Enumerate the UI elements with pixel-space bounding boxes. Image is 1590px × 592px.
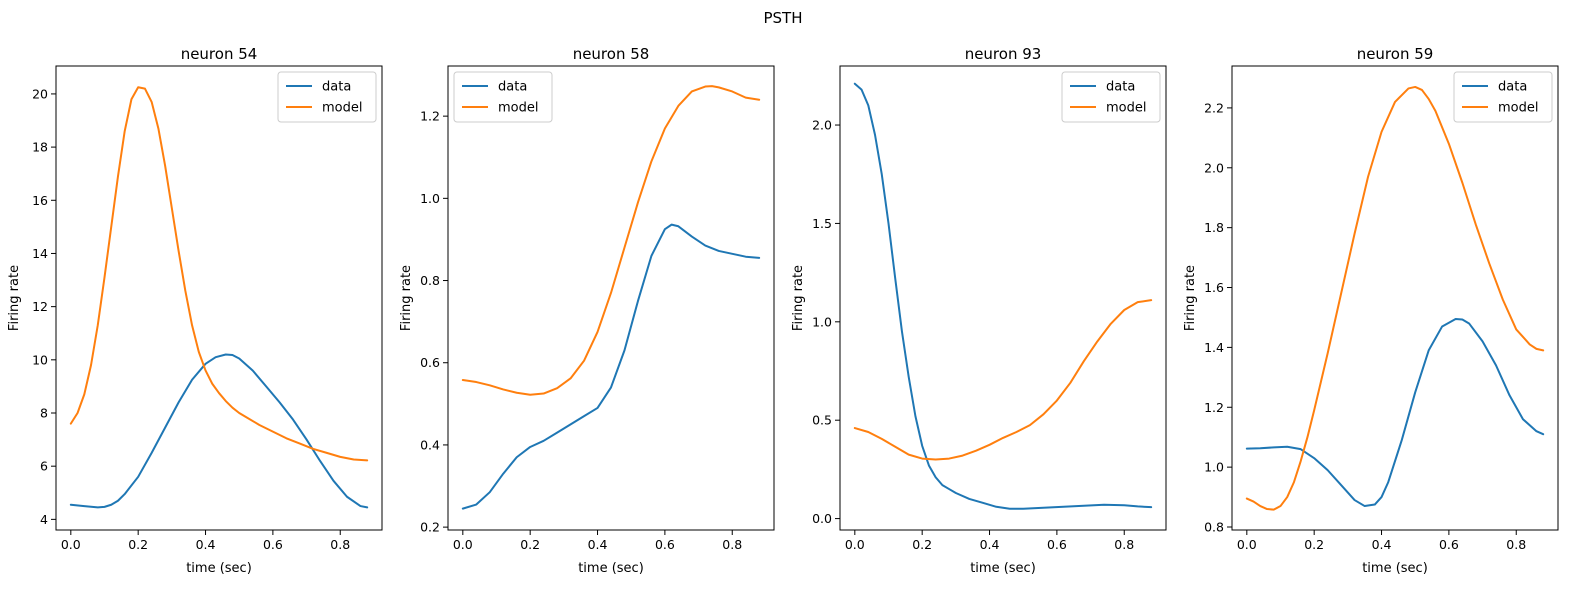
neuron-58-data-line [461, 223, 761, 510]
neuron-59-legend: data model [1453, 71, 1553, 123]
neuron-59-x-tick-label: 0.2 [1304, 537, 1324, 552]
figure-suptitle: PSTH [763, 9, 802, 27]
neuron-93-y-tick-label: 0.5 [812, 413, 832, 428]
neuron-54-y-tick-label: 6 [40, 459, 48, 474]
neuron-59-y-tick-label: 1.0 [1204, 460, 1224, 475]
neuron-54-legend-box [277, 71, 377, 123]
neuron-59-axes-frame [1231, 65, 1559, 531]
neuron-93-legend-label-model: model [1106, 101, 1146, 116]
neuron-93-y-tick-label: 1.5 [812, 216, 832, 231]
neuron-59-model-line [1245, 85, 1545, 511]
neuron-54-y-tick-label: 8 [40, 406, 48, 421]
neuron-59-x-tick-label: 0.4 [1372, 537, 1392, 552]
neuron-93-axes-frame [839, 65, 1167, 531]
neuron-58-y-tick-label: 1.2 [420, 109, 440, 124]
neuron-59-title: neuron 59 [1357, 45, 1434, 63]
neuron-54-x-tick-label: 0.4 [196, 537, 216, 552]
neuron-93-x-tick-label: 0.4 [980, 537, 1000, 552]
neuron-54-axes-frame [55, 65, 383, 531]
neuron-58-model-line [461, 85, 761, 396]
neuron-93-ylabel: Firing rate [791, 265, 806, 331]
neuron-58-y-tick-label: 0.6 [420, 355, 440, 370]
neuron-54-y-tick-label: 18 [32, 140, 48, 155]
neuron-93-title: neuron 93 [965, 45, 1042, 63]
neuron-59-y-tick-label: 2.2 [1204, 100, 1224, 115]
neuron-58-legend: data model [453, 71, 553, 123]
neuron-58-legend-label-data: data [498, 80, 527, 95]
neuron-54-x-tick-label: 0.0 [61, 537, 81, 552]
neuron-58-y-tick-label: 0.8 [420, 273, 440, 288]
neuron-58-title: neuron 58 [573, 45, 650, 63]
neuron-59-legend-label-model: model [1498, 101, 1538, 116]
neuron-93-y-tick-label: 2.0 [812, 118, 832, 133]
neuron-58-x-tick-label: 0.8 [722, 537, 742, 552]
neuron-58-x-tick-label: 0.6 [655, 537, 675, 552]
neuron-54-title: neuron 54 [181, 45, 258, 63]
neuron-93-x-tick-label: 0.0 [845, 537, 865, 552]
neuron-58-xlabel: time (sec) [578, 561, 644, 576]
neuron-54-ylabel: Firing rate [7, 265, 22, 331]
neuron-93-y-tick-label: 0.0 [812, 511, 832, 526]
neuron-54-legend-label-data: data [322, 80, 351, 95]
neuron-54-legend: data model [277, 71, 377, 123]
neuron-54-x-tick-label: 0.6 [263, 537, 283, 552]
neuron-93-x-tick-label: 0.8 [1114, 537, 1134, 552]
neuron-59-x-tick-label: 0.8 [1506, 537, 1526, 552]
neuron-59-ylabel: Firing rate [1183, 265, 1198, 331]
neuron-93-legend: data model [1061, 71, 1161, 123]
neuron-58-y-tick-label: 0.4 [420, 437, 440, 452]
neuron-59-y-tick-label: 1.8 [1204, 220, 1224, 235]
neuron-59-y-tick-label: 1.2 [1204, 400, 1224, 415]
neuron-59-x-tick-label: 0.0 [1237, 537, 1257, 552]
neuron-59-data-line [1245, 317, 1545, 508]
neuron-59-x-tick-label: 0.6 [1439, 537, 1459, 552]
neuron-93-xlabel: time (sec) [970, 561, 1036, 576]
neuron-93-legend-label-data: data [1106, 80, 1135, 95]
neuron-58-x-tick-label: 0.0 [453, 537, 473, 552]
neuron-54-x-tick-label: 0.8 [330, 537, 350, 552]
neuron-58-y-tick-label: 0.2 [420, 520, 440, 535]
neuron-59-legend-box [1453, 71, 1553, 123]
neuron-59-panel: 0.0 0.2 0.4 0.6 0.8 0.8 1.0 1.2 1.4 1.6 1.8 2.0 2.2 n… [1183, 45, 1559, 576]
neuron-58-x-tick-label: 0.4 [588, 537, 608, 552]
neuron-54-panel: 0.0 0.2 0.4 0.6 0.8 4 6 8 10 12 14 16 18 20 neuron 54 t… [7, 45, 383, 576]
neuron-59-y-tick-label: 1.4 [1204, 340, 1224, 355]
neuron-58-panel: 0.0 0.2 0.4 0.6 0.8 0.2 0.4 0.6 0.8 1.0 1.2 neuron … [399, 45, 775, 576]
neuron-54-legend-label-model: model [322, 101, 362, 116]
neuron-58-ylabel: Firing rate [399, 265, 414, 331]
neuron-93-x-tick-label: 0.6 [1047, 537, 1067, 552]
neuron-54-data-line [69, 353, 369, 509]
neuron-54-y-tick-label: 16 [32, 193, 48, 208]
neuron-59-y-tick-label: 0.8 [1204, 520, 1224, 535]
neuron-54-model-line [69, 86, 369, 462]
neuron-93-panel: 0.0 0.2 0.4 0.6 0.8 0.0 0.5 1.0 1.5 2.0 neuron 93 t… [791, 45, 1167, 576]
neuron-93-data-line [853, 82, 1153, 510]
neuron-59-xlabel: time (sec) [1362, 561, 1428, 576]
neuron-54-y-tick-label: 10 [32, 352, 48, 367]
neuron-93-y-tick-label: 1.0 [812, 314, 832, 329]
neuron-59-y-tick-label: 1.6 [1204, 280, 1224, 295]
neuron-58-y-tick-label: 1.0 [420, 191, 440, 206]
neuron-54-y-tick-label: 12 [32, 299, 48, 314]
neuron-93-legend-box [1061, 71, 1161, 123]
neuron-54-y-tick-label: 4 [40, 512, 48, 527]
neuron-58-legend-label-model: model [498, 101, 538, 116]
neuron-54-y-tick-label: 14 [32, 246, 48, 261]
neuron-54-x-tick-label: 0.2 [128, 537, 148, 552]
neuron-93-x-tick-label: 0.2 [912, 537, 932, 552]
neuron-54-y-tick-label: 20 [32, 86, 48, 101]
neuron-59-y-tick-label: 2.0 [1204, 160, 1224, 175]
neuron-58-x-tick-label: 0.2 [520, 537, 540, 552]
neuron-54-xlabel: time (sec) [186, 561, 252, 576]
neuron-93-model-line [853, 299, 1153, 461]
neuron-58-legend-box [453, 71, 553, 123]
neuron-59-legend-label-data: data [1498, 80, 1527, 95]
neuron-58-axes-frame [447, 65, 775, 531]
